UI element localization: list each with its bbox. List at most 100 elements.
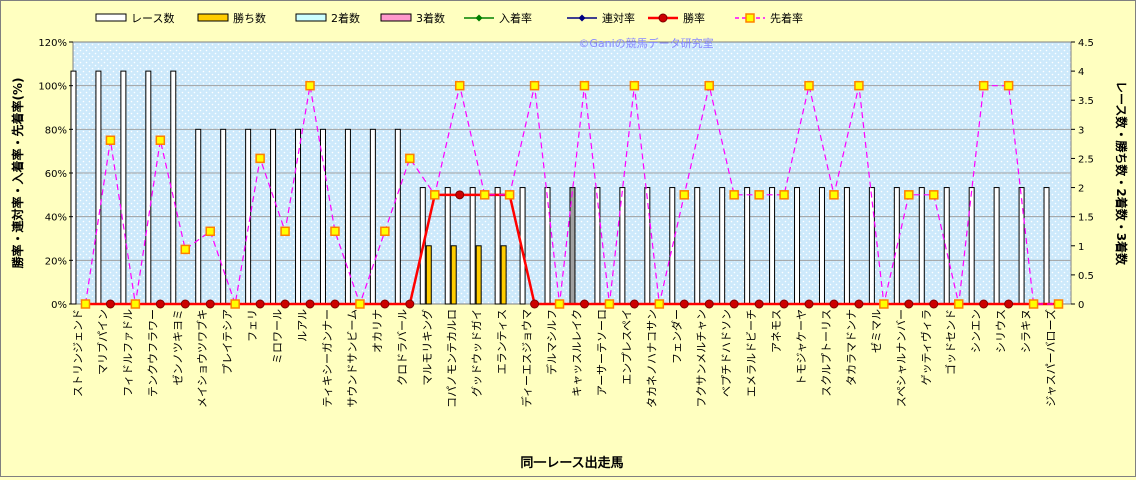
point-lead-rate (280, 226, 290, 237)
point-win-rate (729, 299, 739, 309)
bar-races (344, 128, 351, 305)
x-tick-label: ティキシーガンナー (321, 309, 334, 407)
point-win-rate (280, 299, 290, 309)
legend-swatch (197, 13, 229, 22)
point-lead-rate (554, 299, 565, 309)
x-tick-label: フェンダー (669, 309, 683, 364)
point-lead-rate (80, 299, 91, 309)
point-win-rate (904, 299, 914, 309)
point-lead-rate (330, 226, 340, 237)
x-tick-label: ゴッドセンド (944, 309, 958, 375)
x-tick-label: デルマシルフ (545, 309, 559, 375)
point-lead-rate (380, 226, 390, 237)
legend-marker (745, 13, 755, 23)
x-tick-label: ディーエスジョウマ (520, 309, 534, 407)
point-win-rate (679, 299, 689, 309)
y-right-tick-label: 3.5 (1078, 96, 1094, 107)
bar-races (843, 187, 850, 305)
bar-races (95, 70, 102, 305)
point-lead-rate (829, 190, 839, 200)
x-tick-label: グッドウッドガイ (470, 309, 484, 397)
bar-races (469, 187, 476, 305)
bar-races (719, 187, 726, 305)
point-lead-rate (953, 299, 964, 309)
point-win-rate (305, 299, 315, 309)
y-right-tick-label: 3 (1078, 125, 1084, 136)
x-tick-label: フクサンメルチャン (695, 309, 708, 408)
point-lead-rate (504, 190, 515, 200)
x-tick-label: マリブパイン (95, 309, 109, 375)
point-lead-rate (205, 226, 215, 237)
x-tick-label: ストリンジェンド (71, 309, 84, 397)
legend-marker (658, 13, 668, 23)
point-win-rate (979, 299, 989, 309)
x-tick-label: スクルプトーリス (820, 309, 833, 397)
legend-label: 先着率 (770, 11, 803, 25)
bar-races (818, 187, 825, 305)
point-win-rate (255, 299, 265, 309)
bar-races (1043, 187, 1050, 305)
point-lead-rate (130, 299, 141, 309)
legend-marker (578, 14, 586, 22)
x-tick-label: タカネノハナコサン (645, 309, 658, 408)
bar-races (145, 70, 152, 305)
series-line-勝率 (85, 193, 1059, 306)
legend-label: 連対率 (602, 11, 635, 25)
x-tick-label: ベプチドハドソン (720, 309, 733, 397)
x-tick-label: クロドラバール (396, 309, 409, 386)
bar-races (394, 128, 401, 305)
x-tick-label: シラキヌ (1020, 309, 1033, 353)
point-lead-rate (255, 153, 265, 164)
point-win-rate (330, 299, 340, 309)
point-lead-rate (604, 299, 615, 309)
point-win-rate (804, 299, 814, 309)
bar-wins (475, 245, 482, 305)
point-lead-rate (879, 299, 889, 309)
point-lead-rate (430, 190, 440, 200)
y-left-tick-label: 120% (38, 38, 67, 49)
y-right-tick-label: 2.5 (1078, 154, 1094, 165)
x-tick-label: オカリナ (371, 309, 384, 353)
y-axis-left-title: 勝率・連対率・入着率・先着率(%) (10, 78, 25, 269)
point-lead-rate (1053, 299, 1064, 309)
bar-races (444, 187, 451, 305)
point-lead-rate (779, 190, 789, 200)
point-win-rate (754, 299, 764, 309)
series-line-先着率 (84, 85, 1059, 306)
point-win-rate (105, 299, 115, 309)
point-win-rate (180, 299, 190, 309)
x-tick-label: コパノモンテカルロ (446, 309, 459, 408)
x-tick-label: トモジャケーヤ (795, 309, 808, 385)
point-win-rate (205, 299, 215, 309)
point-lead-rate (230, 299, 240, 309)
point-win-rate (455, 190, 465, 200)
x-tick-label: アネモス (770, 309, 783, 353)
point-lead-rate (405, 153, 415, 164)
x-tick-label: シリウス (995, 309, 1008, 353)
bar-races (295, 128, 302, 305)
point-lead-rate (1028, 299, 1039, 309)
legend-label: 勝率 (683, 11, 705, 25)
point-win-rate (380, 299, 390, 309)
legend-swatch (380, 13, 412, 22)
y-right-tick-label: 2 (1078, 184, 1084, 195)
bar-wins (500, 245, 507, 305)
point-lead-rate (479, 190, 490, 200)
point-lead-rate (155, 135, 166, 145)
point-win-rate (829, 299, 839, 309)
bar-races (769, 187, 776, 305)
x-tick-label: フィドルファドル (121, 309, 134, 397)
point-lead-rate (454, 80, 465, 91)
point-lead-rate (804, 80, 814, 91)
bar-races (1018, 187, 1025, 305)
x-tick-label: シンエン (970, 309, 983, 353)
point-lead-rate (654, 299, 665, 309)
x-tick-label: マルモリキング (420, 309, 434, 386)
legend-swatch (295, 13, 327, 22)
point-lead-rate (579, 80, 590, 91)
bar-races (644, 187, 651, 305)
point-win-rate (704, 299, 714, 309)
x-tick-label: メイショウツワブキ (195, 309, 209, 408)
bar-races (195, 128, 202, 305)
bar-races (544, 187, 551, 305)
